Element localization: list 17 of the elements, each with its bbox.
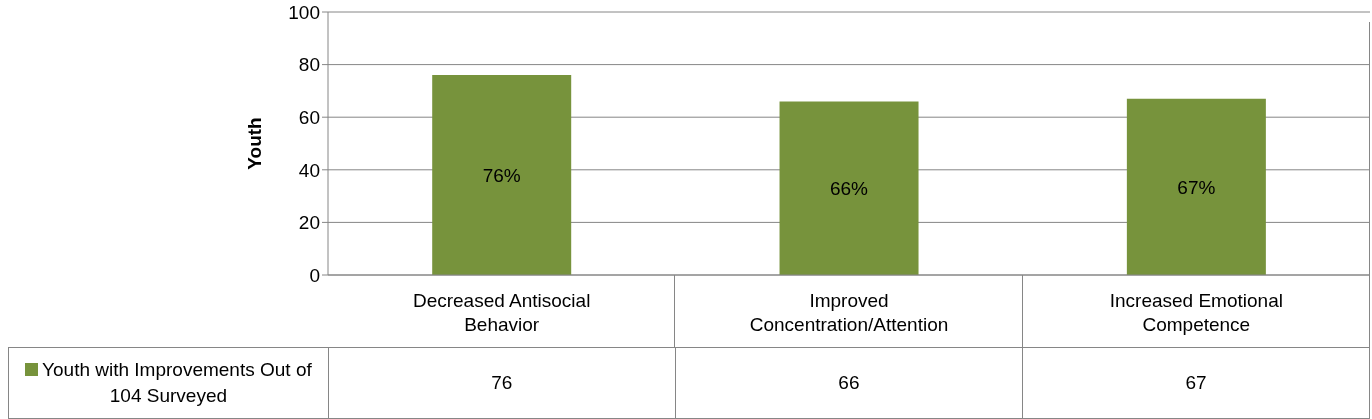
y-tick-label: 100 xyxy=(288,1,320,23)
y-axis-title: Youth xyxy=(243,117,265,170)
data-label: 67 xyxy=(1184,371,1208,395)
y-tick-label: 0 xyxy=(309,264,320,286)
y-tick-label: 60 xyxy=(298,106,320,128)
x-tick-label: Decreased Antisocial Behavior xyxy=(412,290,591,335)
data-label: 66 xyxy=(675,348,1023,418)
annotation: 76% xyxy=(482,164,521,186)
data-label: 76 xyxy=(328,348,676,418)
x-tick-label: Improved Concentration/Attention xyxy=(749,290,949,335)
annotation: 66% xyxy=(829,177,869,199)
x-tick-label: Increased Emotional Competence xyxy=(1109,290,1283,335)
legend-label: Youth with Improvements Out of 104 Surveyed xyxy=(42,359,312,406)
y-tick-label: 20 xyxy=(298,212,320,234)
annotation: 67% xyxy=(1177,176,1216,198)
y-tick-label: 80 xyxy=(298,54,320,76)
y-tick-label: 40 xyxy=(298,159,320,181)
